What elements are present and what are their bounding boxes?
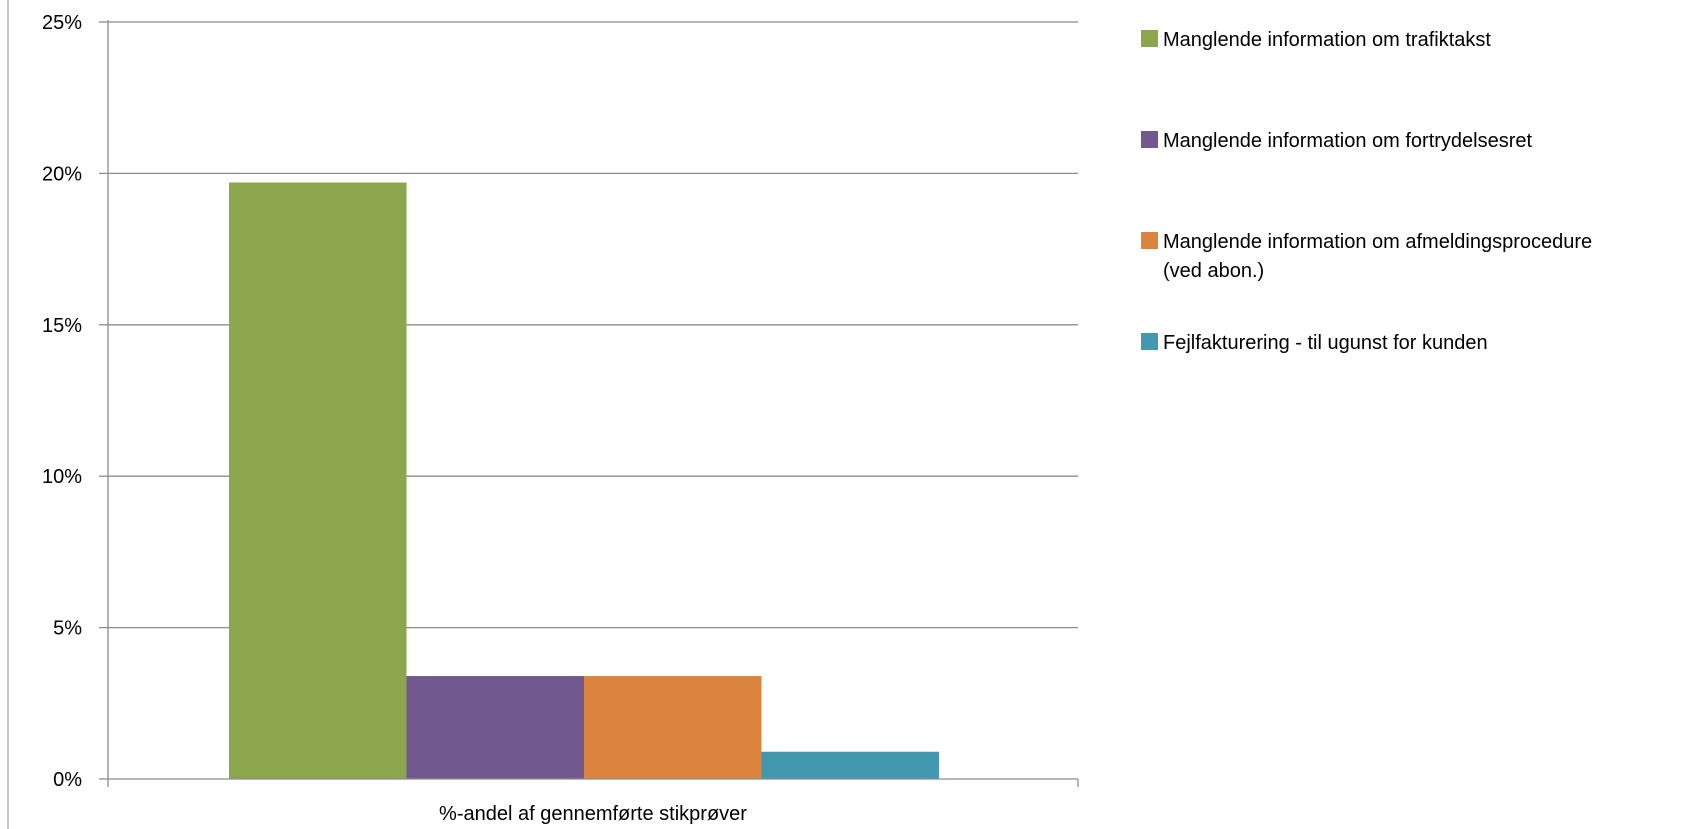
y-tick-label: 15%	[42, 315, 82, 337]
legend-label: Manglende information om trafiktakst	[1163, 29, 1491, 51]
legend-swatch	[1141, 30, 1158, 47]
legend-swatch	[1141, 232, 1158, 249]
category-labels: %-andel af gennemførte stikprøver	[439, 803, 747, 825]
bar	[761, 751, 939, 779]
bar	[584, 676, 762, 779]
legend-label: Manglende information om fortrydelsesret	[1163, 130, 1533, 152]
legend-label: (ved abon.)	[1163, 260, 1264, 282]
legend-swatch	[1141, 333, 1158, 350]
bars	[229, 182, 939, 779]
legend-swatch	[1141, 131, 1158, 148]
y-tick-label: 0%	[53, 769, 82, 791]
y-tick-label: 10%	[42, 466, 82, 488]
x-category-label: %-andel af gennemførte stikprøver	[439, 803, 747, 825]
y-tick-label: 20%	[42, 163, 82, 185]
y-axis-ticks: 0% 5% 10% 15% 20% 25%	[42, 12, 108, 791]
legend-label: Fejlfakturering - til ugunst for kunden	[1163, 332, 1488, 354]
axes	[107, 20, 1079, 787]
y-tick-label: 25%	[42, 12, 82, 34]
bar	[406, 676, 584, 779]
bar	[229, 182, 407, 779]
legend: Manglende information om trafiktakst Mang…	[1141, 29, 1592, 354]
y-tick-label: 5%	[53, 618, 82, 640]
legend-label: Manglende information om afmeldingsproce…	[1163, 231, 1592, 253]
